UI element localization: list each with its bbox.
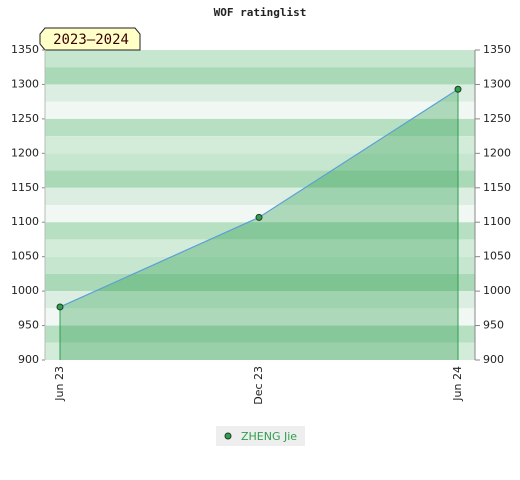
legend-marker [224, 432, 232, 440]
y2-tick-label: 1300 [483, 77, 511, 90]
y2-tick-label: 1000 [483, 284, 511, 297]
y2-tick-label: 1150 [483, 181, 511, 194]
band [45, 50, 475, 68]
band [45, 187, 475, 205]
y2-tick-label: 900 [483, 353, 504, 366]
band [45, 205, 475, 223]
plot [56, 85, 462, 361]
y-tick-label: 1350 [11, 43, 39, 56]
band [45, 84, 475, 102]
point [255, 213, 263, 221]
y-tick-label: 900 [18, 353, 39, 366]
band [45, 325, 475, 343]
band [45, 308, 475, 326]
band [45, 291, 475, 309]
point [56, 303, 64, 311]
band [45, 342, 475, 360]
y-tick-label: 1050 [11, 250, 39, 263]
y-tick-label: 1200 [11, 146, 39, 159]
band [45, 170, 475, 188]
x-tick-label: Jun 23 [53, 366, 66, 402]
y2-tick-label: 1200 [483, 146, 511, 159]
y-tick-label: 1250 [11, 112, 39, 125]
badge: 2023–2024 [53, 32, 129, 48]
chart-title: WOF ratinglist [214, 6, 307, 19]
point [454, 85, 462, 93]
band [45, 136, 475, 154]
plot-background [45, 50, 475, 360]
legend-label: ZHENG Jie [241, 430, 297, 443]
y2-tick-label: 1100 [483, 215, 511, 228]
area [60, 89, 458, 361]
y2-tick-label: 1350 [483, 43, 511, 56]
y2-tick-label: 1050 [483, 250, 511, 263]
y-tick-label: 1100 [11, 215, 39, 228]
legend-box [216, 426, 305, 446]
y2-tick-label: 950 [483, 319, 504, 332]
band [45, 222, 475, 240]
x-tick-label: Jun 24 [451, 366, 464, 402]
band [45, 118, 475, 137]
badge-box [39, 27, 141, 51]
band [45, 273, 475, 292]
band [45, 239, 475, 257]
band [45, 67, 475, 85]
band [45, 153, 475, 171]
band [45, 101, 475, 119]
y2-tick-label: 1250 [483, 112, 511, 125]
y-tick-label: 950 [18, 319, 39, 332]
x-tick-label: Dec 23 [252, 366, 265, 405]
y-tick-label: 1300 [11, 77, 39, 90]
band [45, 256, 475, 274]
y-tick-label: 1150 [11, 181, 39, 194]
y-tick-label: 1000 [11, 284, 39, 297]
